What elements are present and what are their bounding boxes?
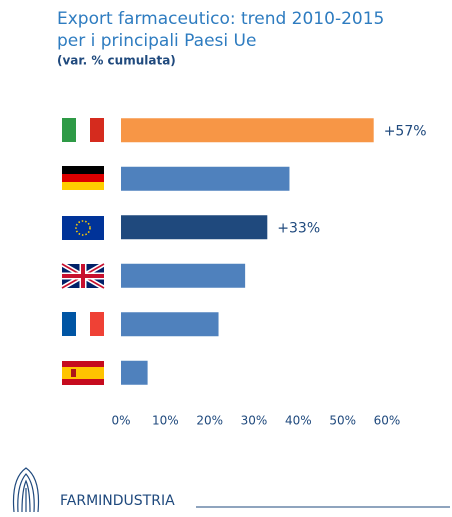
flag-france xyxy=(62,312,104,336)
bar xyxy=(121,312,219,337)
flag-spain xyxy=(62,361,104,385)
flags xyxy=(60,118,106,385)
logo-text: FARMINDUSTRIA xyxy=(60,493,175,509)
bar xyxy=(121,215,268,240)
chart-title: per i principali Paesi Ue xyxy=(57,31,256,51)
flag-uk xyxy=(60,261,106,291)
chart-subtitle: (var. % cumulata) xyxy=(57,54,176,68)
bar xyxy=(121,263,246,288)
x-tick-label: 60% xyxy=(374,414,401,428)
x-tick-label: 0% xyxy=(111,414,130,428)
bar xyxy=(121,118,374,143)
value-label: +57% xyxy=(384,123,427,139)
flag-eu xyxy=(62,216,104,240)
flag-germany xyxy=(62,166,104,190)
flag-italy xyxy=(62,118,104,142)
x-tick-label: 40% xyxy=(285,414,312,428)
x-tick-label: 20% xyxy=(196,414,223,428)
chart-title: Export farmaceutico: trend 2010-2015 xyxy=(57,9,384,29)
bar xyxy=(121,166,290,191)
value-label: +33% xyxy=(277,220,320,236)
x-tick-label: 50% xyxy=(329,414,356,428)
x-tick-label: 30% xyxy=(241,414,268,428)
bar xyxy=(121,360,148,385)
logo xyxy=(12,467,40,513)
x-tick-label: 10% xyxy=(152,414,179,428)
